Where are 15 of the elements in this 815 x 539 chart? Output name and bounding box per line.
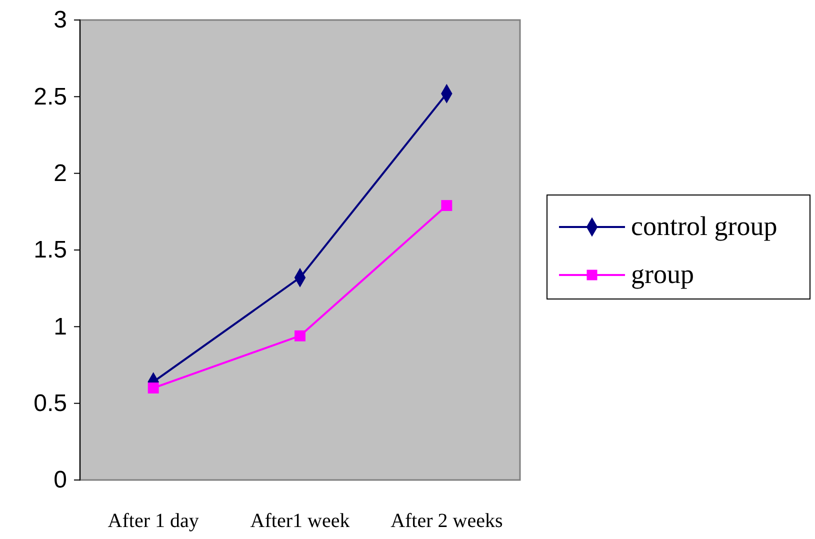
x-tick-label: After 1 day bbox=[108, 510, 199, 532]
y-tick-label: 0.5 bbox=[34, 390, 67, 418]
x-tick-label: After 2 weeks bbox=[390, 510, 503, 532]
y-tick-label: 1 bbox=[54, 313, 67, 340]
y-tick-label: 2.5 bbox=[34, 83, 67, 110]
point bbox=[441, 200, 452, 212]
x-tick-label: After1 week bbox=[250, 510, 350, 532]
point bbox=[148, 382, 159, 394]
y-tick-label: 3 bbox=[54, 6, 67, 34]
legend-label: group bbox=[631, 259, 694, 289]
legend-label: control group bbox=[631, 211, 778, 241]
point bbox=[294, 330, 306, 342]
y-tick-label: 1.5 bbox=[34, 236, 67, 264]
y-tick-label: 0 bbox=[54, 466, 67, 494]
y-tick-label: 2 bbox=[54, 160, 67, 188]
